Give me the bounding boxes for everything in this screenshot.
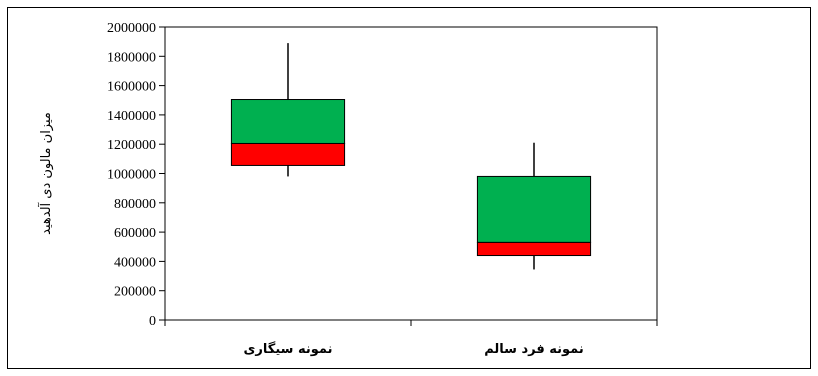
boxes (230, 43, 592, 270)
x-category-label: نمونه فرد سالم (484, 342, 584, 357)
chart-frame (7, 7, 811, 369)
y-tick-label: 0 (149, 314, 156, 329)
upper-box (230, 99, 346, 144)
x-category-label: نمونه سیگاری (244, 341, 333, 357)
y-tick-label: 1600000 (107, 80, 156, 95)
upper-box (476, 175, 592, 243)
lower-box (230, 142, 346, 166)
plot-area-border (164, 26, 658, 321)
y-tick-label: 400000 (114, 255, 156, 270)
y-tick-label: 200000 (114, 285, 156, 300)
y-tick-label: 1800000 (107, 50, 156, 65)
y-tick-label: 2000000 (107, 21, 156, 36)
y-tick-label: 800000 (114, 197, 156, 212)
y-axis: 0 200000 400000 600000 800000 1000000 1200000 1… (107, 21, 658, 329)
y-tick-label: 1400000 (107, 109, 156, 124)
y-tick-label: 1200000 (107, 138, 156, 153)
x-axis: نمونه سیگاری نمونه فرد سالم (164, 320, 658, 357)
lower-box (476, 241, 592, 257)
y-axis-title: میزان مالون دی آلدهید (37, 112, 54, 235)
y-tick-label: 1000000 (107, 168, 156, 183)
y-tick-label: 600000 (114, 226, 156, 241)
